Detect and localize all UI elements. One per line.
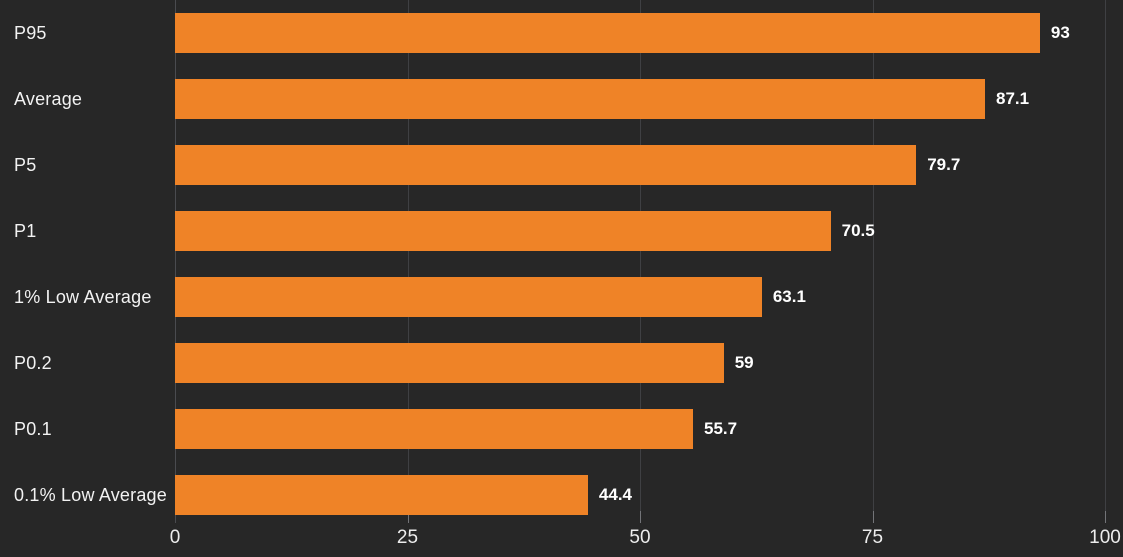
x-tick-label: 75 xyxy=(861,527,884,548)
bar-rows: P95 93 Average 87.1 P5 79.7 P1 70.5 1% Low Avera… xyxy=(0,0,1123,528)
category-label: P0.1 xyxy=(14,418,52,439)
bar-row: P1 70.5 xyxy=(0,198,1123,264)
value-label: 87.1 xyxy=(996,89,1030,108)
bar xyxy=(175,79,986,119)
value-label: 93 xyxy=(1050,23,1070,42)
category-label: P5 xyxy=(14,154,37,175)
bar-row: P5 79.7 xyxy=(0,132,1123,198)
value-label: 59 xyxy=(734,353,754,372)
category-label: 1% Low Average xyxy=(14,286,152,307)
bar-area: 93 xyxy=(175,13,1123,53)
bar-row: 0.1% Low Average 44.4 xyxy=(0,462,1123,528)
value-label: 55.7 xyxy=(704,419,738,438)
bar xyxy=(175,13,1040,53)
x-tick-label: 50 xyxy=(629,527,651,548)
bar-area: 55.7 xyxy=(175,409,1123,449)
bar xyxy=(175,277,762,317)
category-label: P95 xyxy=(14,22,47,43)
bar-area: 87.1 xyxy=(175,79,1123,119)
x-tick-label: 0 xyxy=(169,527,181,548)
bar-row: Average 87.1 xyxy=(0,66,1123,132)
bar-area: 70.5 xyxy=(175,211,1123,251)
value-label: 79.7 xyxy=(927,155,961,174)
bar-row: 1% Low Average 63.1 xyxy=(0,264,1123,330)
y-axis-line xyxy=(175,0,176,523)
bar-area: 79.7 xyxy=(175,145,1123,185)
x-tick-label: 25 xyxy=(396,527,419,548)
category-label: 0.1% Low Average xyxy=(14,484,167,505)
bar-area: 63.1 xyxy=(175,277,1123,317)
category-label: Average xyxy=(14,88,83,109)
x-tick-label: 100 xyxy=(1089,527,1121,548)
category-label: P1 xyxy=(14,220,37,241)
bar-row: P95 93 xyxy=(0,0,1123,66)
bar xyxy=(175,409,693,449)
value-label: 44.4 xyxy=(598,485,632,504)
bar-row: P0.2 59 xyxy=(0,330,1123,396)
bar xyxy=(175,211,831,251)
value-label: 70.5 xyxy=(841,221,875,240)
bar-area: 59 xyxy=(175,343,1123,383)
bar xyxy=(175,343,724,383)
bar-area: 44.4 xyxy=(175,475,1123,515)
category-label: P0.2 xyxy=(14,352,52,373)
bar-row: P0.1 55.7 xyxy=(0,396,1123,462)
bar xyxy=(175,475,588,515)
x-axis: 0 25 50 75 100 xyxy=(0,522,1123,557)
bar xyxy=(175,145,917,185)
value-label: 63.1 xyxy=(772,287,806,306)
